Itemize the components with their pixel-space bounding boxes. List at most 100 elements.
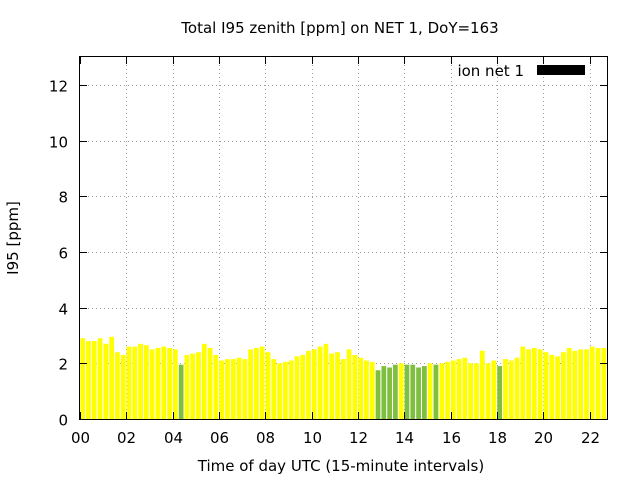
bar <box>242 359 248 419</box>
bar <box>323 343 329 419</box>
bar <box>282 361 288 419</box>
bar <box>346 349 352 419</box>
x-tick-label: 06 <box>210 429 229 447</box>
bar <box>196 352 201 419</box>
bar <box>236 357 242 419</box>
y-tick-label: 0 <box>58 412 68 430</box>
bar <box>566 347 572 419</box>
bar <box>485 363 491 419</box>
x-tick-label: 16 <box>442 429 461 447</box>
bar <box>132 346 138 419</box>
bar <box>537 349 543 419</box>
bar <box>572 350 578 419</box>
x-tick-label: 18 <box>488 429 507 447</box>
bar <box>201 343 207 419</box>
bar <box>491 360 497 419</box>
bar <box>86 341 91 419</box>
bar <box>277 363 282 419</box>
bar <box>265 352 271 419</box>
bar <box>207 347 213 419</box>
bar <box>288 360 294 419</box>
bar <box>115 352 120 419</box>
bar <box>514 357 520 419</box>
bar <box>155 347 161 419</box>
bar <box>91 341 97 419</box>
bar <box>172 349 178 419</box>
bar <box>398 363 404 419</box>
bar <box>184 354 190 419</box>
bar <box>387 367 392 419</box>
bar <box>456 359 462 419</box>
bar <box>584 349 589 419</box>
bar <box>271 359 277 419</box>
bar <box>317 346 323 419</box>
bar <box>427 363 433 419</box>
x-tick-label: 04 <box>164 429 183 447</box>
bar <box>410 364 416 419</box>
x-tick-label: 08 <box>256 429 275 447</box>
bar <box>369 361 375 419</box>
bar <box>445 361 450 419</box>
bar <box>138 343 143 419</box>
legend: ion net 1 <box>457 62 585 80</box>
bar <box>375 370 381 419</box>
bar <box>503 359 508 419</box>
bar <box>190 353 196 419</box>
y-tick-label: 6 <box>58 245 68 263</box>
grid-lines <box>80 57 607 419</box>
bar <box>474 363 479 419</box>
bar <box>421 366 427 419</box>
x-tick-label: 14 <box>395 429 414 447</box>
x-tick-label: 12 <box>349 429 368 447</box>
bar <box>526 349 531 419</box>
bar <box>254 347 259 419</box>
legend-label: ion net 1 <box>457 62 524 80</box>
bar <box>532 347 537 419</box>
x-axis-label: Time of day UTC (15-minute intervals) <box>197 457 484 475</box>
y-tick-label: 10 <box>49 134 68 152</box>
y-tick-label: 4 <box>58 301 68 319</box>
bar <box>450 360 456 419</box>
bar <box>433 364 439 419</box>
bar <box>578 349 584 419</box>
bar <box>306 350 311 419</box>
y-axis-label: I95 [ppm] <box>4 201 22 275</box>
bar <box>497 366 503 419</box>
x-tick-label: 10 <box>303 429 322 447</box>
bar <box>364 360 369 419</box>
x-tick-label: 02 <box>117 429 136 447</box>
bar <box>178 364 184 419</box>
bar <box>103 343 109 419</box>
bar <box>468 363 474 419</box>
bar <box>248 349 253 419</box>
bar <box>508 360 514 419</box>
bar <box>549 354 555 419</box>
bar <box>601 347 607 419</box>
y-tick-label: 8 <box>58 189 68 207</box>
bar <box>294 356 300 419</box>
bar <box>311 349 317 419</box>
bar <box>543 352 549 419</box>
bar <box>393 364 398 419</box>
bar <box>555 356 560 419</box>
bar <box>144 345 149 419</box>
bar <box>381 366 387 419</box>
bar <box>219 360 225 419</box>
plot-frame <box>79 56 608 420</box>
y-tick-label: 12 <box>49 78 68 96</box>
bar <box>126 346 132 419</box>
bar <box>259 346 265 419</box>
bar <box>335 352 340 419</box>
bar <box>230 359 236 419</box>
bar <box>80 338 86 419</box>
bar <box>329 353 335 419</box>
bar <box>439 363 445 419</box>
x-tick-label: 00 <box>71 429 90 447</box>
chart-title: Total I95 zenith [ppm] on NET 1, DoY=163 <box>180 19 498 37</box>
bar <box>479 350 485 419</box>
bar-series <box>80 336 607 419</box>
bar <box>213 354 219 419</box>
bar <box>120 354 126 419</box>
